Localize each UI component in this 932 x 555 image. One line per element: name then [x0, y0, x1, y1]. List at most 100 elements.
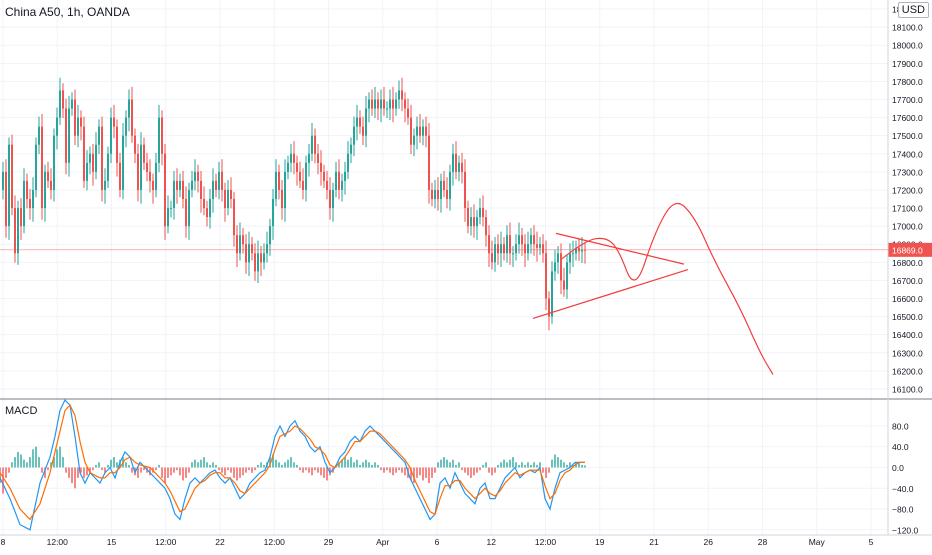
candle-body: [179, 180, 181, 190]
candle-body: [326, 180, 328, 190]
macd-histogram-bar: [470, 467, 472, 478]
macd-histogram-bar: [35, 446, 37, 468]
macd-histogram-bar: [554, 454, 556, 468]
candle-body: [377, 99, 379, 109]
time-tick-label: 22: [215, 537, 225, 547]
candle-body: [29, 199, 31, 209]
time-tick-label: 6: [435, 537, 440, 547]
macd-histogram-bar: [236, 467, 238, 481]
candle-body: [206, 208, 208, 218]
macd-histogram-bar: [32, 449, 34, 468]
macd-histogram-bar: [509, 459, 511, 468]
macd-histogram-bar: [458, 462, 460, 468]
candle-body: [86, 162, 88, 181]
macd-histogram-bar: [560, 459, 562, 468]
candle-body: [440, 180, 442, 199]
candle-body: [566, 262, 568, 290]
candle-body: [368, 99, 370, 109]
currency-badge[interactable]: USD: [897, 2, 929, 18]
candle-body: [551, 271, 553, 317]
macd-histogram-bar: [455, 464, 457, 468]
macd-histogram-bar: [20, 454, 22, 468]
candle-body: [158, 117, 160, 163]
macd-histogram-bar: [212, 462, 214, 468]
candle-body: [287, 162, 289, 172]
price-tick-label: 17900.0: [892, 59, 923, 69]
candle-body: [500, 244, 502, 254]
macd-histogram-bar: [299, 467, 301, 471]
candle-body: [221, 171, 223, 190]
time-tick-label: 12:00: [535, 537, 557, 547]
candle-body: [146, 162, 148, 172]
candle-body: [278, 171, 280, 190]
macd-tick-label: 80.0: [892, 421, 909, 431]
triangle-upper-trendline: [555, 232, 685, 265]
macd-histogram-bar: [257, 464, 259, 468]
candle-body: [266, 244, 268, 254]
macd-histogram-bar: [242, 467, 244, 476]
macd-histogram-bar: [17, 451, 19, 468]
candle-body: [362, 126, 364, 136]
price-tick-label: 16600.0: [892, 294, 923, 304]
macd-histogram-bar: [410, 467, 412, 481]
candle-body: [575, 247, 577, 254]
candle-body: [143, 144, 145, 163]
price-tick-label: 17000.0: [892, 222, 923, 232]
macd-histogram-bar: [548, 467, 550, 473]
candle-body: [272, 199, 274, 227]
candle-body: [299, 171, 301, 181]
macd-histogram-bar: [293, 462, 295, 468]
candle-body: [320, 162, 322, 172]
macd-histogram-bar: [539, 462, 541, 468]
candle-body: [419, 126, 421, 136]
candle-body: [581, 249, 583, 252]
time-tick-label: 12:00: [155, 537, 177, 547]
macd-histogram-bar: [404, 467, 406, 476]
candle-body: [464, 171, 466, 209]
candle-body: [125, 117, 127, 136]
macd-histogram-bar: [173, 467, 175, 473]
triangle-lower-trendline: [532, 268, 689, 319]
candle-body: [365, 108, 367, 136]
macd-histogram-bar: [8, 467, 10, 473]
candle-body: [119, 162, 121, 190]
candle-body: [398, 90, 400, 100]
candle-body: [56, 117, 58, 136]
macd-histogram-bar: [263, 464, 265, 468]
candle-body: [260, 253, 262, 263]
candle-body: [407, 108, 409, 118]
macd-histogram-bar: [170, 467, 172, 476]
candle-body: [242, 235, 244, 245]
macd-histogram-bar: [80, 467, 82, 473]
macd-histogram-bar: [446, 459, 448, 468]
candle-body: [26, 180, 28, 199]
macd-histogram-bar: [476, 467, 478, 473]
candle-body: [374, 99, 376, 109]
macd-histogram-bar: [125, 462, 127, 468]
candle-body: [110, 117, 112, 154]
drawings[interactable]: [532, 202, 774, 375]
macd-histogram-bar: [323, 467, 325, 478]
macd-histogram-bar: [110, 459, 112, 468]
candle-body: [200, 180, 202, 199]
macd-histogram-bar: [23, 459, 25, 468]
macd-histogram-bar: [389, 467, 391, 473]
candle-body: [50, 180, 52, 190]
candle-body: [107, 153, 109, 181]
macd-histogram-bar: [71, 467, 73, 484]
candle-body: [572, 253, 574, 255]
macd-histogram-bar: [566, 464, 568, 468]
macd-histogram-bar: [224, 467, 226, 476]
macd-histogram-bar: [290, 457, 292, 468]
candle-body: [521, 235, 523, 245]
macd-histogram-bar: [281, 464, 283, 468]
chart-header: China A50, 1h, OANDA: [5, 5, 130, 19]
macd-histogram-bar: [497, 464, 499, 468]
macd-histogram-bar: [143, 467, 145, 471]
price-tick-label: 16300.0: [892, 348, 923, 358]
candle-body: [350, 144, 352, 154]
candle-body: [548, 298, 550, 317]
macd-histogram-bar: [482, 464, 484, 468]
macd-histogram-bar: [56, 449, 58, 468]
